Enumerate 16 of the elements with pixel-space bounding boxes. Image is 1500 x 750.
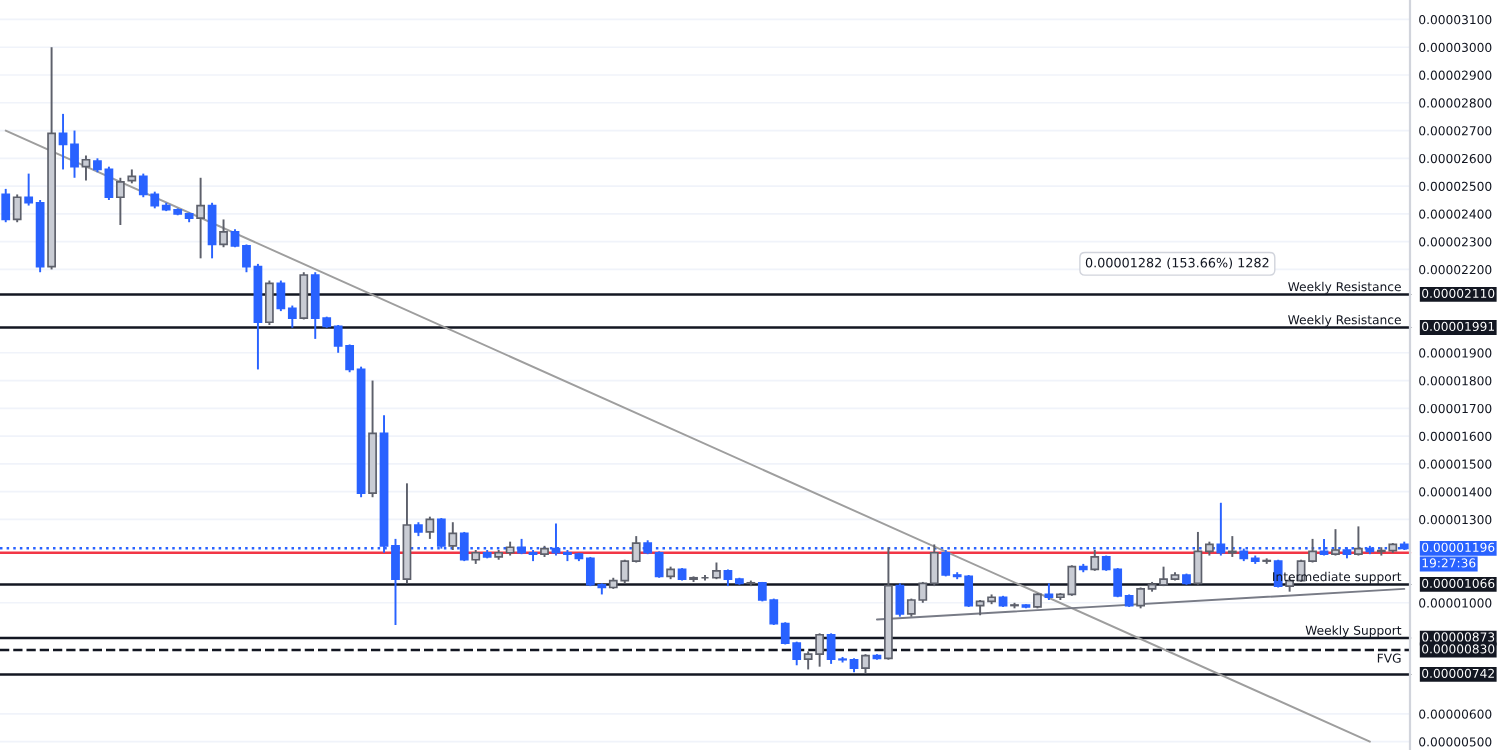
candlestick [1090, 549, 1100, 572]
candlestick [207, 201, 217, 260]
candlestick [1331, 528, 1340, 557]
candlestick [219, 218, 228, 249]
candlestick [861, 653, 870, 675]
candlestick [448, 521, 458, 551]
candlestick [1227, 535, 1237, 558]
candlestick [299, 271, 309, 321]
candlestick [115, 176, 125, 226]
candlestick [1354, 525, 1363, 557]
candlestick [1, 187, 11, 224]
candlestick [265, 279, 274, 326]
candlestick [895, 582, 905, 618]
candlestick [425, 515, 435, 540]
candlestick [12, 193, 22, 224]
candlestick [196, 176, 205, 260]
